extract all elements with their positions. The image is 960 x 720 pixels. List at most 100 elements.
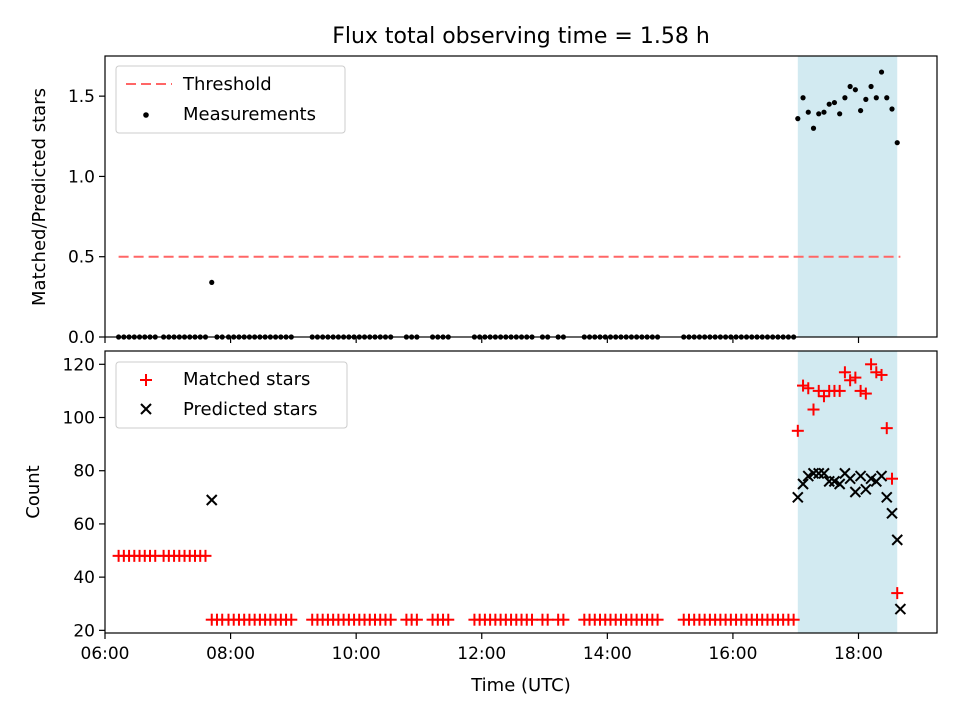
predicted-stars-point	[813, 467, 825, 480]
matched-stars-point	[791, 424, 804, 437]
matched-stars-point	[442, 613, 455, 626]
measurement-point	[805, 109, 811, 115]
top-y-tick-label: 1.0	[68, 167, 95, 187]
predicted-stars-point	[860, 483, 872, 496]
measurement-point	[800, 95, 806, 101]
predicted-stars-point	[206, 494, 218, 506]
matched-stars-point	[854, 384, 867, 397]
measurement-point	[847, 83, 853, 90]
bottom-y-tick-label: 40	[73, 568, 95, 588]
matched-stars-point	[849, 371, 862, 384]
legend-predicted-label: Predicted stars	[183, 399, 317, 420]
bottom-highlight-span	[797, 351, 898, 633]
predicted-stars-point	[818, 467, 830, 480]
measurement-point	[878, 69, 885, 75]
measurement-point	[863, 96, 869, 102]
matched-stars-point	[870, 366, 883, 379]
bottom-x-tick-label: 10:00	[332, 644, 381, 664]
predicted-stars-point	[823, 475, 835, 488]
legend-matched-swatch	[140, 374, 152, 386]
matched-stars-point	[880, 422, 893, 435]
measurement-point	[858, 107, 864, 114]
measurement-point	[821, 109, 827, 115]
measurement-point	[894, 140, 900, 146]
legend-measurements-label: Measurements	[183, 104, 316, 125]
predicted-stars-series	[206, 467, 907, 615]
top-y-axis-ticks: 0.0 0.5 1.0 1.5	[68, 87, 105, 348]
top-highlight-span	[797, 56, 898, 337]
predicted-stars-point	[894, 603, 907, 615]
predicted-stars-point	[807, 467, 820, 480]
predicted-stars-point	[881, 491, 893, 504]
matched-stars-point	[844, 374, 857, 387]
matched-stars-point	[285, 613, 298, 626]
measurement-point	[884, 95, 890, 101]
x-axis-label: Time (UTC)	[470, 675, 571, 696]
bottom-x-tick-label: 18:00	[834, 644, 883, 664]
measurement-point	[795, 116, 801, 122]
matched-stars-point	[384, 613, 397, 626]
top-legend-box	[115, 65, 346, 134]
matched-stars-point	[833, 384, 846, 397]
predicted-stars-point	[886, 507, 898, 519]
predicted-stars-point	[844, 472, 856, 485]
bottom-y-axis-label: Count	[23, 465, 44, 518]
top-legend: Threshold Measurements	[115, 65, 346, 134]
matched-stars-point	[199, 549, 212, 562]
predicted-stars-point	[792, 491, 804, 504]
matched-stars-point	[807, 403, 820, 416]
predicted-stars-point	[891, 534, 903, 546]
matched-stars-point	[812, 384, 825, 397]
bottom-y-tick-label: 60	[73, 515, 95, 535]
top-panel: 0.0 0.5 1.0 1.5 Matched/Predicted stars Thr…	[29, 55, 938, 348]
measurement-point	[810, 125, 817, 131]
measurement-point	[837, 111, 843, 117]
matched-stars-point	[797, 379, 810, 392]
measurement-point	[209, 279, 215, 286]
measurement-point	[852, 87, 858, 93]
predicted-stars-point	[849, 486, 862, 498]
bottom-y-axis-ticks: 20 40 60 80 100 120	[63, 355, 105, 641]
bottom-x-tick-label: 06:00	[81, 644, 130, 664]
matched-stars-point	[875, 368, 888, 381]
predicted-stars-point	[797, 478, 809, 490]
measurement-point	[831, 99, 838, 106]
matched-stars-point	[541, 613, 554, 626]
bottom-y-tick-label: 100	[63, 409, 95, 429]
measurement-point	[873, 95, 879, 101]
legend-predicted-swatch	[140, 403, 152, 415]
measurement-point	[842, 95, 848, 101]
matched-stars-point	[891, 587, 904, 600]
matched-stars-point	[525, 613, 538, 626]
bottom-panel: 20 40 60 80 100 120 06:00 08:00 10:00 12:00 14:00…	[23, 350, 938, 696]
matched-stars-point	[885, 472, 898, 485]
top-y-tick-label: 0.5	[68, 248, 95, 268]
top-x-axis-ticks	[104, 337, 860, 343]
top-axes-frame	[104, 55, 938, 338]
predicted-stars-point	[854, 470, 867, 482]
legend-matched-label: Matched stars	[183, 369, 310, 390]
matched-stars-point	[410, 613, 423, 626]
matched-stars-series	[112, 358, 904, 626]
predicted-stars-point	[875, 470, 888, 482]
predicted-stars-point	[833, 478, 846, 490]
chart-title: Flux total observing time = 1.58 h	[332, 24, 710, 49]
top-y-tick-label: 0.0	[68, 328, 95, 348]
bottom-x-tick-label: 16:00	[708, 644, 757, 664]
measurements-series	[116, 69, 900, 340]
matched-stars-point	[802, 382, 815, 395]
measurement-point	[826, 101, 832, 107]
measurement-point	[889, 106, 895, 112]
bottom-y-tick-label: 20	[73, 621, 95, 641]
bottom-legend-box	[115, 361, 348, 429]
bottom-x-axis-ticks: 06:00 08:00 10:00 12:00 14:00 16:00 18:00	[81, 633, 883, 664]
bottom-legend: Matched stars Predicted stars	[115, 361, 348, 429]
measurement-point	[816, 111, 822, 117]
matched-stars-point	[651, 613, 664, 626]
legend-measurements-swatch	[143, 112, 149, 118]
bottom-x-tick-label: 08:00	[206, 644, 255, 664]
matched-stars-point	[865, 358, 878, 371]
bottom-x-tick-label: 12:00	[457, 644, 506, 664]
top-y-tick-label: 1.5	[68, 87, 95, 107]
